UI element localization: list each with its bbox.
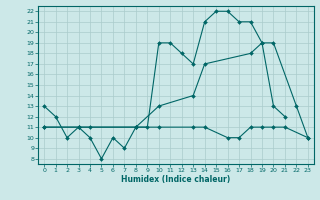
X-axis label: Humidex (Indice chaleur): Humidex (Indice chaleur): [121, 175, 231, 184]
